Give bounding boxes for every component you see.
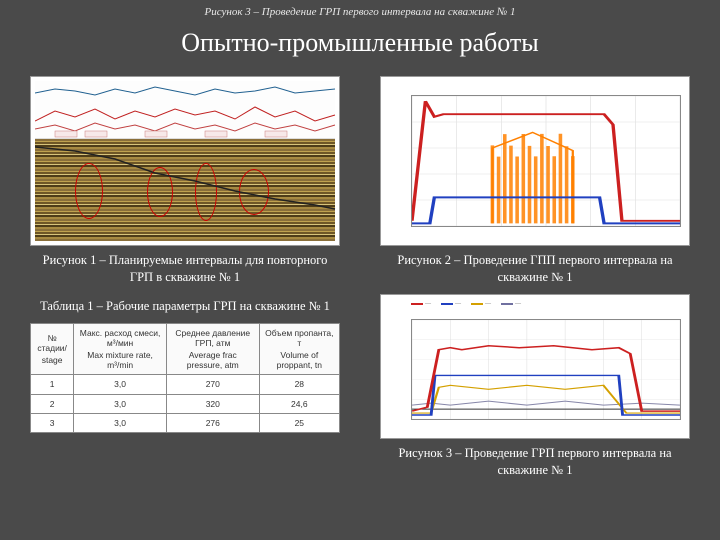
figure-3-plot-area xyxy=(411,319,681,420)
figure-2-plot-area xyxy=(411,95,681,227)
well-trajectory xyxy=(35,139,337,243)
table-cell: 270 xyxy=(166,375,259,394)
table-cell: 24,6 xyxy=(259,394,339,413)
figure-2-svg xyxy=(412,96,680,226)
table-header: Объем пропанта, тVolume of proppant, tn xyxy=(259,323,339,375)
figure-2-chart xyxy=(380,76,690,246)
figure-3-chart: — — — — xyxy=(380,294,690,439)
table-caption: Таблица 1 – Рабочие параметры ГРП на скв… xyxy=(34,294,336,323)
table-header: Макс. расход смеси, м³/минMax mixture ra… xyxy=(74,323,167,375)
legend-swatch: — xyxy=(501,301,521,307)
page-title: Опытно-промышленные работы xyxy=(0,20,720,76)
table-cell: 3 xyxy=(31,413,74,432)
well-log-svg xyxy=(35,81,337,139)
figure-3-legend: — — — — xyxy=(411,301,521,307)
legend-swatch: — xyxy=(471,301,491,307)
legend-swatch: — xyxy=(441,301,461,307)
table-cell: 3,0 xyxy=(74,413,167,432)
content-grid: Рисунок 1 – Планируемые интервалы для по… xyxy=(0,76,720,481)
table-header: № стадии/stage xyxy=(31,323,74,375)
figure-1-cell: Рисунок 1 – Планируемые интервалы для по… xyxy=(24,76,346,288)
figure-1-caption: Рисунок 1 – Планируемые интервалы для по… xyxy=(30,246,340,288)
figure-2-caption: Рисунок 2 – Проведение ГПП первого интер… xyxy=(380,246,690,288)
well-log-panel xyxy=(35,81,335,139)
parameters-table: № стадии/stageМакс. расход смеси, м³/мин… xyxy=(30,323,340,433)
table-row: 23,032024,6 xyxy=(31,394,340,413)
table-cell: 28 xyxy=(259,375,339,394)
top-header: Рисунок 3 – Проведение ГРП первого интер… xyxy=(0,0,720,20)
table-cell: 2 xyxy=(31,394,74,413)
table-cell: 3,0 xyxy=(74,394,167,413)
table-cell: Таблица 1 – Рабочие параметры ГРП на скв… xyxy=(24,294,346,481)
table-cell: 276 xyxy=(166,413,259,432)
legend-swatch: — xyxy=(411,301,431,307)
figure-2-cell: Рисунок 2 – Проведение ГПП первого интер… xyxy=(374,76,696,288)
seismic-panel xyxy=(35,139,335,241)
table-cell: 3,0 xyxy=(74,375,167,394)
figure-3-cell: — — — — Рисунок 3 – Проведение ГРП первого … xyxy=(374,294,696,481)
table-row: 13,027028 xyxy=(31,375,340,394)
table-cell: 25 xyxy=(259,413,339,432)
table-row: 33,027625 xyxy=(31,413,340,432)
table-cell: 320 xyxy=(166,394,259,413)
table-header: Среднее давление ГРП, атмAverage frac pr… xyxy=(166,323,259,375)
table-cell: 1 xyxy=(31,375,74,394)
figure-3-svg xyxy=(412,320,680,419)
figure-3-caption: Рисунок 3 – Проведение ГРП первого интер… xyxy=(380,439,690,481)
figure-1-chart xyxy=(30,76,340,246)
